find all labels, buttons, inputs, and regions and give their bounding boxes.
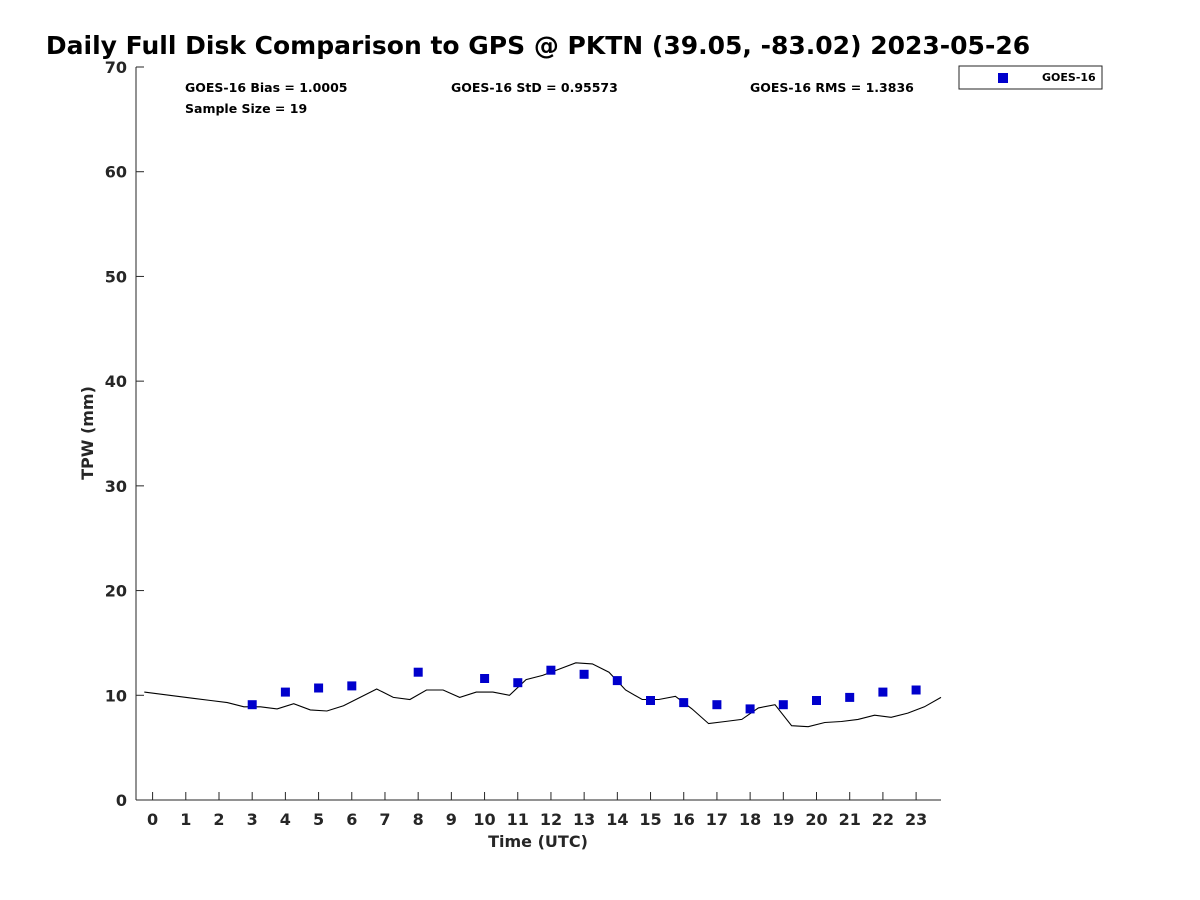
stats-box: GOES-16 Bias = 1.0005 GOES-16 StD = 0.95… (185, 80, 914, 116)
x-tick-label: 10 (473, 810, 495, 829)
legend-label-goes16: GOES-16 (1042, 71, 1096, 84)
goes16-point (546, 665, 556, 675)
x-tick-label: 11 (507, 810, 529, 829)
y-tick-label: 40 (105, 372, 127, 391)
x-tick-label: 13 (573, 810, 595, 829)
x-tick-label: 20 (805, 810, 827, 829)
y-tick-label: 30 (105, 477, 127, 496)
goes16-point (679, 698, 689, 708)
x-tick-label: 2 (213, 810, 224, 829)
y-tick-label: 10 (105, 686, 127, 705)
stat-std: GOES-16 StD = 0.95573 (451, 80, 618, 95)
x-axis-label: Time (UTC) (488, 832, 588, 851)
goes16-point (911, 685, 921, 695)
x-tick-label: 1 (180, 810, 191, 829)
goes16-point (480, 674, 490, 683)
x-tick-label: 6 (346, 810, 357, 829)
legend-box (958, 65, 1103, 90)
goes16-point (878, 687, 888, 697)
goes16-point (845, 692, 855, 702)
series-layer (144, 662, 942, 728)
y-tick-label: 20 (105, 582, 127, 601)
y-tick-label: 60 (105, 163, 127, 182)
x-tick-label: 12 (540, 810, 562, 829)
x-tick-label: 8 (413, 810, 424, 829)
x-tick-label: 19 (772, 810, 794, 829)
y-ticks: 0 10 20 30 40 50 60 70 (105, 58, 144, 810)
x-tick-label: 18 (739, 810, 761, 829)
stat-rms: GOES-16 RMS = 1.3836 (750, 80, 914, 95)
x-tick-label: 23 (905, 810, 927, 829)
goes16-point (579, 669, 589, 679)
x-tick-label: 21 (839, 810, 861, 829)
gps-series-line (144, 662, 942, 728)
legend-marker-goes16 (998, 73, 1008, 83)
y-tick-label: 0 (116, 791, 127, 810)
x-tick-label: 5 (313, 810, 324, 829)
x-tick-label: 4 (280, 810, 291, 829)
stat-bias: GOES-16 Bias = 1.0005 (185, 80, 347, 95)
goes16-point (280, 687, 290, 697)
y-tick-label: 50 (105, 267, 127, 286)
x-tick-label: 3 (247, 810, 258, 829)
goes16-point (812, 696, 821, 705)
x-ticks: 0 1 2 3 4 5 6 7 8 9 10 11 12 13 14 15 16 17 18 19 20 21 22 23 (147, 792, 927, 829)
goes16-point (413, 667, 423, 677)
chart-title: Daily Full Disk Comparison to GPS @ PKTN… (46, 31, 1030, 60)
x-tick-label: 16 (673, 810, 695, 829)
y-axis-label: TPW (mm) (78, 386, 97, 480)
x-tick-label: 14 (606, 810, 628, 829)
goes16-point (612, 676, 622, 686)
x-tick-label: 0 (147, 810, 158, 829)
legend: GOES-16 (958, 65, 1103, 90)
goes16-point (247, 700, 257, 710)
goes16-point (646, 696, 655, 705)
goes16-point (347, 681, 357, 691)
goes16-point (513, 678, 523, 688)
x-tick-label: 7 (379, 810, 390, 829)
x-tick-label: 17 (706, 810, 728, 829)
x-tick-label: 15 (639, 810, 661, 829)
goes16-point (314, 683, 324, 693)
goes16-point (778, 700, 788, 710)
stat-sample-size: Sample Size = 19 (185, 101, 307, 116)
goes16-point (712, 700, 722, 710)
goes16-point (745, 704, 755, 714)
x-tick-label: 9 (446, 810, 457, 829)
y-tick-label: 70 (105, 58, 127, 77)
x-tick-label: 22 (872, 810, 894, 829)
